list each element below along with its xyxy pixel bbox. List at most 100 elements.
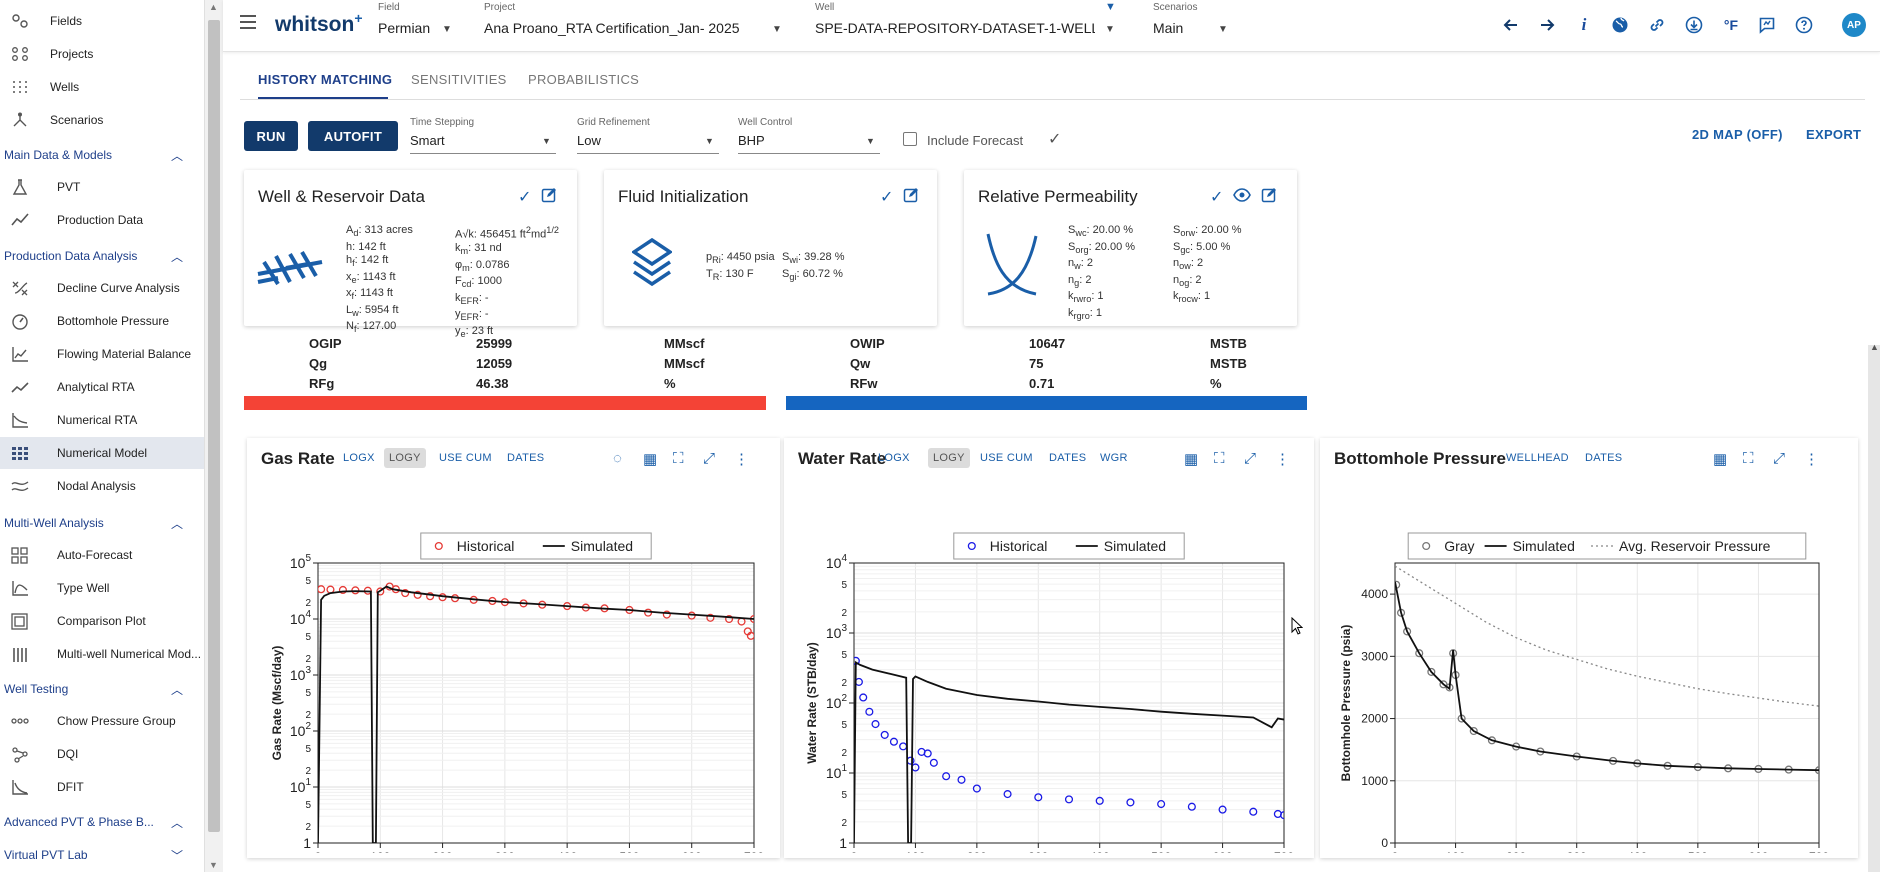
- sidebar-section-multi-well-analysis[interactable]: Multi-Well Analysis ︿: [0, 510, 204, 536]
- sidebar-item-flowing-material-balance[interactable]: Flowing Material Balance: [0, 338, 204, 370]
- sidebar-scrollbar[interactable]: ▲ ▼: [205, 0, 223, 872]
- chip-use-cum[interactable]: USE CUM: [439, 452, 492, 464]
- avatar[interactable]: AP: [1842, 13, 1866, 37]
- chip-logx[interactable]: LOGX: [343, 452, 375, 464]
- chip-wellhead[interactable]: WELLHEAD: [1506, 452, 1569, 464]
- chip-dates[interactable]: DATES: [507, 452, 545, 464]
- sidebar-item-auto-forecast[interactable]: Auto-Forecast: [0, 539, 204, 571]
- edit-icon[interactable]: [541, 187, 557, 208]
- time-stepping-select[interactable]: Time Stepping Smart ▼: [410, 117, 556, 154]
- chevron-up-icon[interactable]: ︿: [170, 249, 183, 264]
- forward-arrow-icon[interactable]: [1536, 14, 1558, 36]
- sidebar-item-decline-curve-analysis[interactable]: Decline Curve Analysis: [0, 272, 204, 304]
- sidebar-section-main-data-models[interactable]: Main Data & Models ︿: [0, 142, 204, 168]
- chip-dates[interactable]: DATES: [1049, 452, 1087, 464]
- project-dropdown-icon[interactable]: ▼: [772, 24, 782, 35]
- autofit-button[interactable]: AUTOFIT: [308, 121, 398, 151]
- export-button[interactable]: EXPORT: [1806, 127, 1862, 142]
- fullscreen-icon[interactable]: ⤢: [1773, 450, 1786, 467]
- sidebar-section-advanced-pvt-phase-b[interactable]: Advanced PVT & Phase B... ︿: [0, 809, 204, 835]
- sidebar-item-wells[interactable]: Wells: [0, 71, 204, 103]
- map-toggle-button[interactable]: 2D MAP (OFF): [1692, 127, 1783, 142]
- link-icon[interactable]: [1646, 14, 1668, 36]
- sidebar-section-virtual-pvt-lab[interactable]: Virtual PVT Lab ﹀: [0, 842, 204, 868]
- chart-svg[interactable]: 0100200300400500600700125101251022510325…: [247, 483, 780, 853]
- chevron-up-icon[interactable]: ︿: [170, 815, 183, 830]
- chip-dates[interactable]: DATES: [1585, 452, 1623, 464]
- chevron-up-icon[interactable]: ︿: [170, 682, 183, 697]
- crosshair-icon[interactable]: ⛶: [1743, 450, 1754, 467]
- field-selector[interactable]: Field Permian: [378, 2, 431, 36]
- project-selector[interactable]: Project Ana Proano_RTA Certification_Jan…: [484, 2, 740, 36]
- legend-item[interactable]: Gray: [1422, 538, 1475, 554]
- more-vert-icon[interactable]: ⋮: [734, 451, 749, 468]
- sidebar-item-dfit[interactable]: DFIT: [0, 771, 204, 803]
- chip-logy[interactable]: LOGY: [384, 448, 426, 468]
- well-reservoir-card[interactable]: Well & Reservoir Data ✓ Ad: 313 acres h: …: [244, 170, 577, 339]
- tab-probabilistics[interactable]: PROBABILISTICS: [528, 72, 640, 87]
- sidebar-item-scenarios[interactable]: Scenarios: [0, 104, 204, 136]
- sidebar-item-type-well[interactable]: Type Well: [0, 572, 204, 604]
- more-vert-icon[interactable]: ⋮: [1275, 451, 1290, 468]
- feedback-icon[interactable]: [1756, 14, 1778, 36]
- scroll-up-icon[interactable]: ▲: [209, 2, 218, 12]
- sidebar-item-projects[interactable]: Projects: [0, 38, 204, 70]
- table-icon[interactable]: ▦: [1184, 451, 1199, 468]
- sidebar-item-production-data[interactable]: Production Data: [0, 204, 204, 236]
- legend-item[interactable]: Historical: [967, 538, 1047, 554]
- sidebar-section-production-data-analysis[interactable]: Production Data Analysis ︿: [0, 243, 204, 269]
- legend-item[interactable]: Simulated: [1075, 538, 1166, 554]
- scenario-selector[interactable]: Scenarios Main: [1153, 2, 1198, 36]
- grid-refinement-select[interactable]: Grid Refinement Low ▼: [577, 117, 719, 154]
- crosshair-icon[interactable]: ⛶: [1214, 450, 1225, 467]
- sidebar-item-chow-pressure-group[interactable]: Chow Pressure Group: [0, 705, 204, 737]
- well-dropdown-icon[interactable]: ▼: [1105, 24, 1115, 35]
- fullscreen-icon[interactable]: ⤢: [703, 450, 716, 467]
- chip-use-cum[interactable]: USE CUM: [980, 452, 1033, 464]
- download-icon[interactable]: [1683, 14, 1705, 36]
- globe-icon[interactable]: [1609, 14, 1631, 36]
- tab-history-matching[interactable]: HISTORY MATCHING: [258, 72, 393, 87]
- check-icon[interactable]: ✓: [518, 189, 532, 206]
- check-icon[interactable]: ✓: [1210, 189, 1224, 206]
- sidebar-item-bottomhole-pressure[interactable]: Bottomhole Pressure: [0, 305, 204, 337]
- legend-item[interactable]: Avg. Reservoir Pressure: [1591, 538, 1771, 554]
- help-icon[interactable]: [1793, 14, 1815, 36]
- page-scroll-up-icon[interactable]: ▲: [1870, 342, 1879, 352]
- table-icon[interactable]: ▦: [1713, 451, 1728, 468]
- chip-logx[interactable]: LOGX: [878, 452, 910, 464]
- menu-icon[interactable]: [240, 15, 256, 29]
- rel-perm-card[interactable]: Relative Permeability ✓ Swc: 20.00 % Sorg…: [964, 170, 1297, 326]
- legend-item[interactable]: Historical: [434, 538, 514, 554]
- well-control-select[interactable]: Well Control BHP ▼: [738, 117, 880, 154]
- eye-icon[interactable]: [1233, 187, 1252, 208]
- fluid-init-card[interactable]: Fluid Initialization ✓ pRi: 4450 psia TR:…: [604, 170, 937, 326]
- back-arrow-icon[interactable]: [1500, 14, 1522, 36]
- crosshair-icon[interactable]: ⛶: [673, 450, 684, 467]
- chart-svg[interactable]: 0100200300400500600700125101251022510325…: [784, 483, 1314, 853]
- chevron-up-icon[interactable]: ︿: [170, 148, 183, 163]
- legend-item[interactable]: Simulated: [542, 538, 633, 554]
- edit-icon[interactable]: [1261, 187, 1277, 208]
- tab-sensitivities[interactable]: SENSITIVITIES: [411, 72, 507, 87]
- sidebar-item-fields[interactable]: Fields: [0, 5, 204, 37]
- chevron-down-icon[interactable]: ﹀: [170, 848, 183, 863]
- chip-logy[interactable]: LOGY: [928, 448, 970, 468]
- lasso-icon[interactable]: ◌: [613, 450, 622, 467]
- sidebar-item-comparison-plot[interactable]: Comparison Plot: [0, 605, 204, 637]
- more-vert-icon[interactable]: ⋮: [1804, 451, 1819, 468]
- run-button[interactable]: RUN: [244, 121, 298, 151]
- fullscreen-icon[interactable]: ⤢: [1244, 450, 1257, 467]
- sidebar-item-analytical-rta[interactable]: Analytical RTA: [0, 371, 204, 403]
- sidebar-section-well-testing[interactable]: Well Testing ︿: [0, 676, 204, 702]
- scroll-down-icon[interactable]: ▼: [209, 860, 218, 870]
- sidebar-item-numerical-model[interactable]: Numerical Model: [0, 437, 204, 469]
- legend-item[interactable]: Simulated: [1484, 538, 1575, 554]
- page-scrollbar[interactable]: [1868, 345, 1880, 872]
- sidebar-item-numerical-rta[interactable]: Numerical RTA: [0, 404, 204, 436]
- check-icon[interactable]: ✓: [880, 189, 894, 206]
- include-forecast-checkbox[interactable]: [903, 132, 917, 146]
- table-icon[interactable]: ▦: [643, 451, 658, 468]
- sidebar-item-dqi[interactable]: DQI: [0, 738, 204, 770]
- sidebar-item-pvt[interactable]: PVT: [0, 171, 204, 203]
